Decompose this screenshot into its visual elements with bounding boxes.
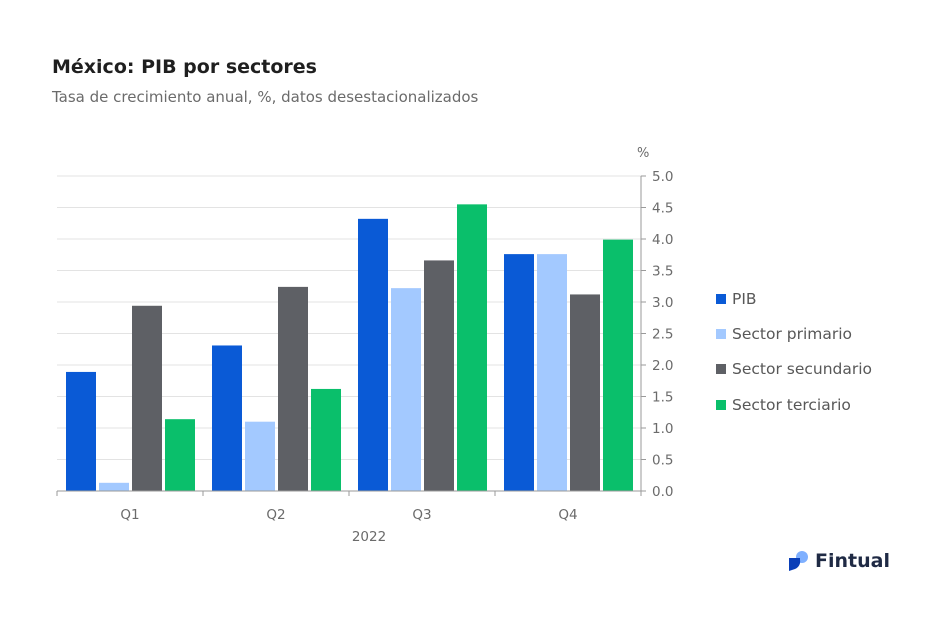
brand-name: Fintual	[815, 550, 890, 572]
x-tick-label: Q1	[120, 507, 139, 523]
bar-sector-primario-q1	[99, 482, 129, 491]
legend-label: Sector terciario	[732, 395, 851, 414]
legend-swatch	[716, 364, 726, 375]
fintual-logo-icon	[789, 551, 808, 571]
legend-swatch	[716, 293, 726, 304]
bar-sector-terciario-q1	[165, 419, 195, 491]
axes: 0.0 0.5 1.0 1.5 2.0 2.5 3.0 3.5 4.0 4.5 5.0% Q1 Q2 Q3…	[56, 146, 673, 545]
legend-item: Sector secundario	[716, 352, 872, 387]
bar-pib-q4	[504, 254, 534, 491]
bar-sector-secundario-q2	[278, 286, 308, 491]
x-tick-label: Q2	[266, 507, 285, 523]
legend-item: Sector primario	[716, 316, 872, 351]
legend-swatch	[716, 399, 726, 410]
legend-swatch	[716, 328, 726, 339]
chart-title: México: PIB por sectores	[52, 56, 317, 78]
bar-sector-terciario-q4	[603, 239, 633, 491]
bar-pib-q3	[358, 218, 388, 491]
legend-label: PIB	[732, 289, 757, 308]
y-tick-label: 2.0	[652, 358, 673, 374]
bars	[66, 204, 633, 491]
y-tick-label: 3.5	[652, 264, 673, 280]
y-tick-label: 2.5	[652, 327, 673, 343]
legend-item: Sector terciario	[716, 387, 872, 422]
legend-label: Sector primario	[732, 324, 853, 343]
bar-pib-q1	[66, 371, 96, 491]
chart-subtitle: Tasa de crecimiento anual, %, datos dese…	[52, 88, 479, 106]
y-axis-unit-label: %	[637, 146, 649, 161]
y-tick-label: 4.5	[652, 201, 673, 217]
y-tick-label: 3.0	[652, 295, 673, 311]
bar-sector-secundario-q4	[570, 294, 600, 491]
bar-sector-secundario-q3	[424, 260, 454, 491]
y-tick-label: 0.0	[652, 484, 673, 500]
x-axis-label: 2022	[352, 529, 386, 545]
bar-sector-primario-q3	[391, 288, 421, 491]
bar-sector-secundario-q1	[132, 305, 162, 491]
x-tick-label: Q4	[558, 507, 577, 523]
x-tick-label: Q3	[412, 507, 431, 523]
y-tick-label: 4.0	[652, 232, 673, 248]
legend-item: PIB	[716, 281, 872, 316]
brand: Fintual	[787, 550, 890, 572]
y-tick-label: 0.5	[652, 453, 673, 469]
bar-sector-primario-q2	[245, 421, 275, 491]
y-tick-label: 1.5	[652, 390, 673, 406]
legend: PIB Sector primario Sector secundario Secto…	[716, 281, 872, 422]
bar-sector-terciario-q2	[311, 388, 341, 491]
bar-sector-terciario-q3	[457, 204, 487, 491]
bar-pib-q2	[212, 345, 242, 491]
bar-sector-primario-q4	[537, 254, 567, 491]
legend-label: Sector secundario	[732, 360, 873, 379]
y-tick-label: 5.0	[652, 169, 673, 185]
y-tick-label: 1.0	[652, 421, 673, 437]
